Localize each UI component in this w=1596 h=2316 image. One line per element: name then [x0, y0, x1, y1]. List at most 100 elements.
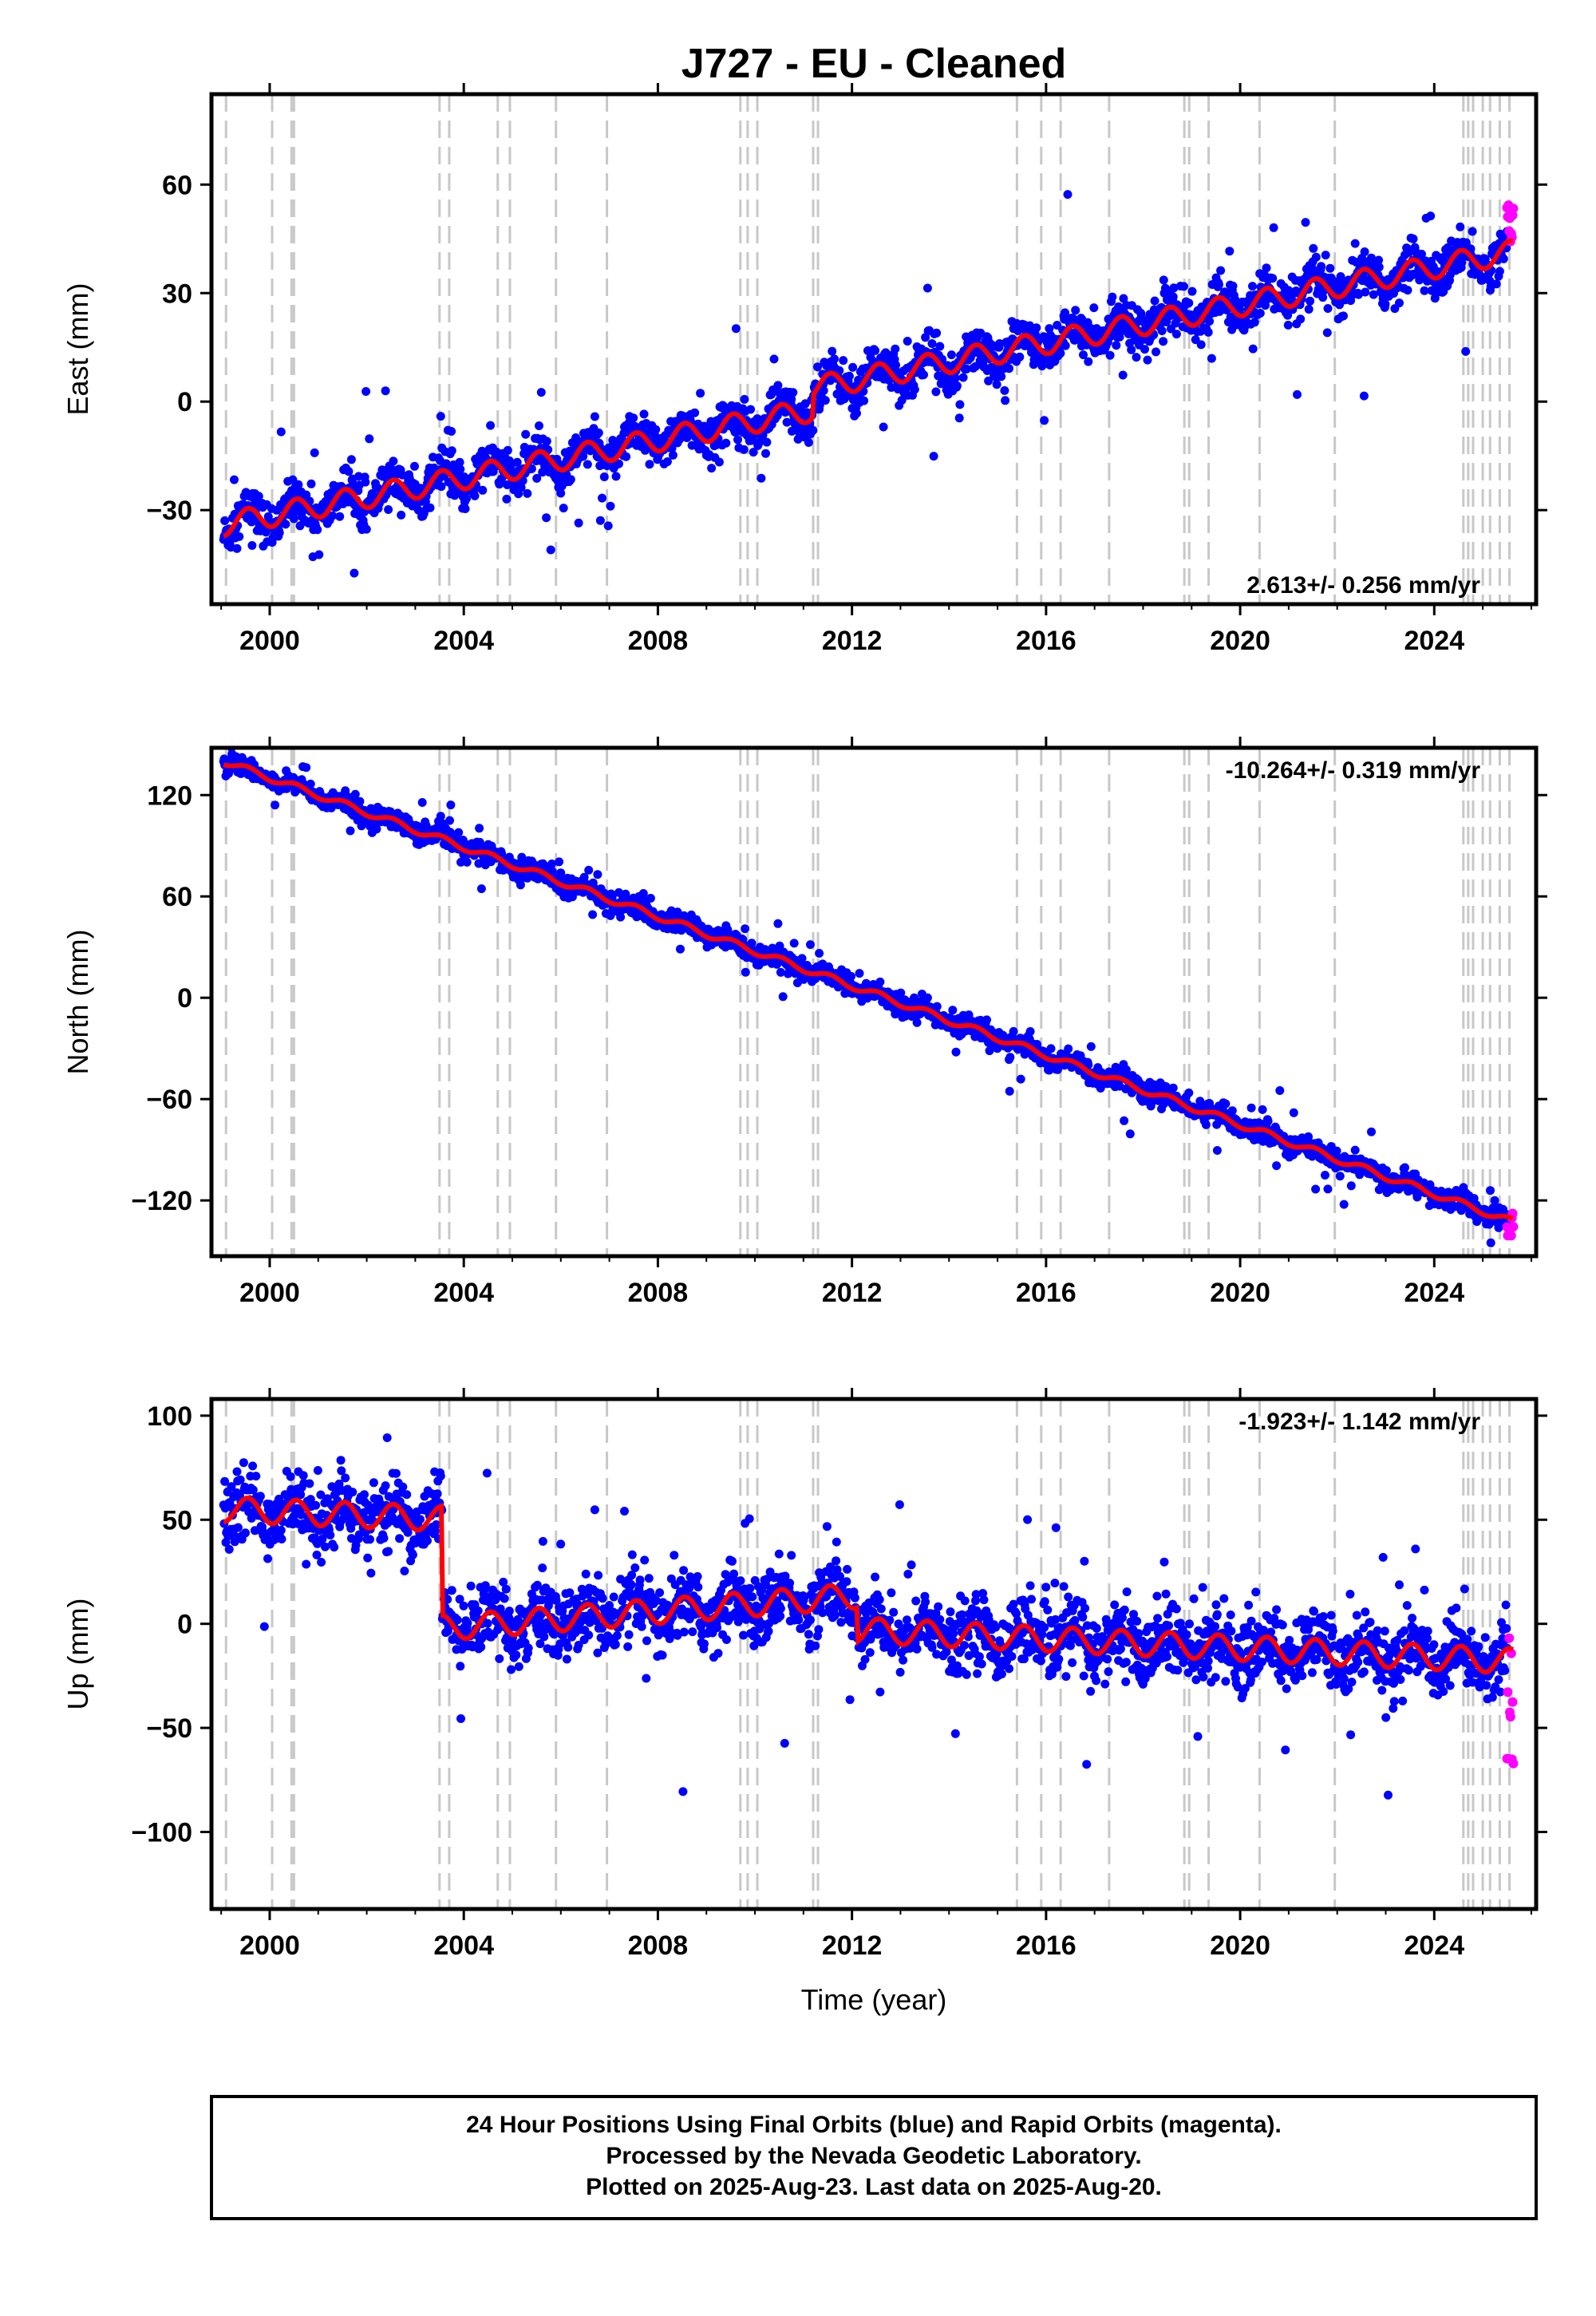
x-tick-label: 2004 [433, 1278, 494, 1308]
final-orbit-point [516, 483, 526, 492]
final-orbit-point [721, 438, 731, 448]
final-orbit-point [1132, 353, 1141, 362]
final-orbit-point [344, 467, 354, 476]
final-orbit-point [992, 380, 1001, 389]
final-orbit-point [1339, 311, 1348, 321]
final-orbit-point [276, 427, 286, 437]
final-orbit-point [773, 919, 783, 928]
final-orbit-point [1258, 1105, 1267, 1114]
model-curve [223, 238, 1514, 539]
x-tick-label: 2012 [822, 626, 883, 656]
final-orbit-point [1143, 355, 1152, 365]
final-orbit-point [1231, 295, 1240, 305]
final-orbit-point [1268, 274, 1278, 283]
final-orbit-point [929, 452, 938, 461]
final-orbit-point [417, 798, 427, 807]
final-orbit-point [410, 461, 419, 471]
final-orbit-point [820, 396, 830, 405]
y-tick-label: 60 [162, 170, 192, 200]
final-orbit-point [606, 501, 615, 511]
final-orbit-point [1205, 317, 1215, 326]
final-orbit-point [470, 491, 480, 500]
final-orbit-point [1119, 294, 1128, 303]
final-orbit-point [1196, 340, 1206, 350]
final-orbit-point [1179, 282, 1188, 291]
final-orbit-point [1056, 349, 1065, 358]
final-orbit-point [1221, 1099, 1231, 1109]
final-orbit-point [859, 396, 869, 405]
final-orbit-point [997, 372, 1006, 381]
final-orbit-point [1289, 1108, 1298, 1117]
final-orbit-point [1323, 1184, 1333, 1194]
final-orbit-point [879, 422, 888, 432]
final-orbit-point [1301, 218, 1310, 227]
final-orbit-point [707, 464, 717, 473]
final-orbit-point [310, 448, 319, 457]
final-orbit-point [355, 796, 365, 806]
final-orbit-point [313, 525, 322, 535]
final-orbit-point [951, 1047, 961, 1057]
final-orbit-point [1408, 234, 1418, 243]
final-orbit-point [1468, 227, 1477, 236]
final-orbit-point [1184, 1088, 1194, 1097]
final-orbit-point [1157, 326, 1167, 335]
final-orbit-point [1395, 298, 1404, 308]
final-orbit-point [815, 949, 824, 958]
final-orbit-point [776, 967, 785, 977]
final-orbit-point [361, 477, 370, 487]
final-orbit-point [1005, 1053, 1015, 1062]
final-orbit-point [335, 512, 345, 521]
final-orbit-point [1168, 292, 1178, 302]
x-tick-label: 2024 [1404, 626, 1464, 656]
final-orbit-point [1318, 293, 1328, 302]
final-orbit-point [1272, 1161, 1282, 1171]
y-tick-label: 60 [162, 882, 192, 912]
final-orbit-point [254, 492, 263, 501]
x-tick-label: 2012 [822, 1278, 883, 1308]
final-orbit-point [1215, 280, 1223, 290]
final-orbit-point [1335, 1172, 1345, 1181]
final-orbit-point [314, 550, 324, 559]
final-orbit-point [1350, 1145, 1360, 1155]
final-orbit-point [503, 445, 512, 455]
final-orbit-point [1108, 292, 1117, 302]
final-orbit-point [361, 524, 371, 534]
final-orbit-point [1159, 337, 1168, 346]
final-orbit-point [599, 472, 609, 481]
final-orbit-point [676, 944, 685, 954]
final-orbit-point [962, 364, 971, 373]
final-orbit-point [1381, 1166, 1391, 1176]
final-orbit-point [1203, 327, 1213, 337]
rate-label: -10.264+/- 0.319 mm/yr [1226, 757, 1481, 784]
final-orbit-point [1367, 1127, 1376, 1136]
final-orbit-point [995, 339, 1005, 348]
final-orbit-point [813, 362, 822, 372]
final-orbit-point [397, 510, 406, 520]
final-orbit-point [455, 457, 464, 467]
final-orbit-point [651, 425, 661, 434]
final-orbit-point [757, 473, 766, 483]
final-orbit-point [230, 475, 239, 484]
final-orbit-point [1317, 262, 1326, 271]
final-orbit-point [1046, 1044, 1056, 1053]
rapid-orbit-point [1508, 1222, 1519, 1232]
final-orbit-point [1346, 1181, 1356, 1191]
final-orbit-point [437, 482, 446, 492]
final-orbit-point [583, 460, 592, 469]
y-tick-label: −120 [131, 1186, 192, 1216]
y-tick-label: 120 [147, 781, 192, 811]
final-orbit-point [1309, 243, 1318, 253]
final-orbit-point [1136, 312, 1146, 322]
final-orbit-point [239, 1458, 248, 1468]
final-orbit-point [1374, 263, 1384, 272]
final-orbit-point [1417, 249, 1426, 259]
final-orbit-point [1361, 287, 1370, 297]
final-orbit-point [255, 1492, 265, 1501]
final-orbit-point [955, 400, 965, 409]
final-orbit-point [1359, 391, 1369, 401]
final-orbit-point [521, 429, 531, 439]
final-orbit-point [952, 381, 962, 390]
final-orbit-point [1293, 389, 1302, 399]
final-orbit-point [1250, 318, 1259, 327]
final-orbit-point [731, 324, 741, 334]
